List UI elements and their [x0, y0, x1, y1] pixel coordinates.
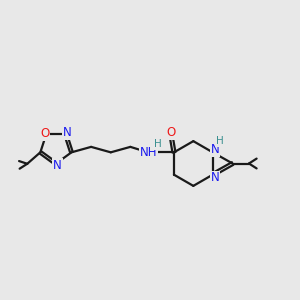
Text: N: N [211, 142, 219, 156]
Text: N: N [211, 172, 219, 184]
Text: N: N [53, 159, 62, 172]
Text: O: O [167, 127, 176, 140]
Text: H: H [216, 136, 224, 146]
Text: NH: NH [140, 146, 157, 159]
Text: N: N [63, 126, 71, 139]
Text: O: O [40, 127, 49, 140]
Text: H: H [154, 139, 161, 149]
